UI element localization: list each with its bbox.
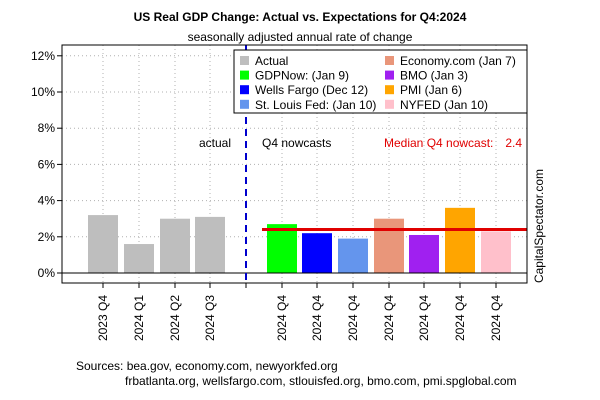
legend-label: Actual (255, 54, 288, 68)
legend-swatch (240, 99, 249, 109)
bar-gdpnow-4 (267, 224, 297, 273)
legend-label: St. Louis Fed: (Jan 10) (255, 98, 376, 112)
legend-label: GDPNow: (Jan 9) (255, 69, 349, 83)
actual-label: actual (199, 136, 231, 150)
bar-bmo-8 (409, 234, 439, 273)
sources-line-1: Sources: bea.gov, economy.com, newyorkfe… (76, 359, 338, 373)
y-tick-label: 8% (38, 121, 56, 135)
bar-pmi-9 (445, 207, 475, 273)
y-axis: 0% 2% 4% 6% 8% 10% 12% (31, 49, 62, 280)
x-tick-label: 2024 Q4 (417, 295, 431, 341)
chart-title: US Real GDP Change: Actual vs. Expectati… (134, 10, 467, 24)
bar-economy-7 (374, 218, 404, 273)
legend-box (233, 49, 528, 114)
x-tick-label: 2023 Q4 (96, 295, 110, 341)
x-tick-label: 2024 Q1 (132, 295, 146, 341)
legend-swatch (385, 85, 394, 95)
y-tick-label: 12% (31, 49, 55, 63)
legend-label: Wells Fargo (Dec 12) (255, 83, 368, 97)
bar-wells-5 (302, 233, 332, 273)
median-value: 2.4 (505, 136, 522, 150)
legend-label: PMI (Jan 6) (400, 83, 462, 97)
x-axis: 2023 Q4 2024 Q1 2024 Q2 2024 Q3 2024 Q4 2024 … (96, 283, 503, 341)
bar-actual-0 (88, 215, 118, 273)
y-tick-label: 4% (38, 194, 56, 208)
bar-actual-2 (160, 218, 190, 273)
x-tick-label: 2024 Q4 (346, 295, 360, 341)
legend-swatch (240, 85, 249, 95)
x-tick-label: 2024 Q2 (168, 295, 182, 341)
legend-swatch (240, 56, 249, 65)
x-tick-label: 2024 Q4 (453, 295, 467, 341)
plot-frame (61, 44, 528, 284)
bar-actual-3 (195, 216, 225, 273)
x-tick-label: 2024 Q4 (275, 295, 289, 341)
sources-line-2: frbatlanta.org, wellsfargo.com, stlouisf… (125, 374, 517, 388)
legend-swatch (385, 70, 394, 80)
median-label: Median Q4 nowcast: (384, 136, 493, 150)
x-tick-label: 2024 Q4 (489, 295, 503, 341)
x-tick-label: 2024 Q4 (382, 295, 396, 341)
legend-label: Economy.com (Jan 7) (400, 54, 516, 68)
nowcasts-label: Q4 nowcasts (262, 136, 331, 150)
legend-swatch (385, 56, 394, 65)
chart-subtitle: seasonally adjusted annual rate of chang… (188, 30, 413, 44)
y-tick-label: 0% (38, 266, 56, 280)
bar-actual-1 (124, 244, 154, 273)
x-tick-label: 2024 Q3 (203, 295, 217, 341)
y-tick-label: 2% (38, 230, 56, 244)
legend-label: BMO (Jan 3) (400, 69, 468, 83)
watermark: CapitalSpectator.com (532, 169, 546, 283)
y-tick-label: 10% (31, 85, 55, 99)
bar-st-6 (338, 238, 368, 273)
y-tick-label: 6% (38, 157, 56, 171)
bars (62, 207, 527, 274)
bar-nyfed-10 (481, 231, 511, 273)
legend-swatch (240, 70, 249, 80)
x-tick-label: 2024 Q4 (310, 295, 324, 341)
legend-label: NYFED (Jan 10) (400, 98, 488, 112)
legend-swatch (385, 99, 394, 109)
